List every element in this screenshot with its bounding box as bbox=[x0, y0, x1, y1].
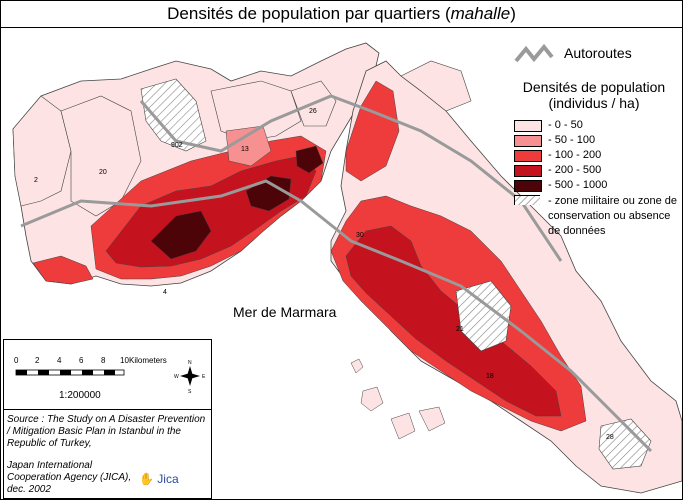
map-title: Densités de population par quartiers (ma… bbox=[1, 1, 682, 28]
hatched-zone-asian-1 bbox=[455, 280, 512, 352]
jica-logo-text: Jica bbox=[157, 472, 179, 486]
scale-ticks: 0 2 4 6 8 10 bbox=[14, 356, 194, 368]
district-label-21: 21 bbox=[456, 326, 464, 333]
legend-class-4: - 500 - 1000 bbox=[514, 179, 682, 194]
district-label-30: 30 bbox=[356, 232, 364, 239]
density-map: 902 13 26 20 2 30 28 18 21 4 bbox=[12, 42, 682, 494]
hatched-zone-asian-2 bbox=[598, 418, 652, 470]
district-label-13: 13 bbox=[241, 146, 249, 153]
legend-swatch-1 bbox=[514, 135, 542, 147]
legend-swatch-2 bbox=[514, 150, 542, 162]
compass-w: W bbox=[174, 374, 179, 380]
title-end: ) bbox=[510, 4, 516, 23]
european-very-high-1 bbox=[150, 210, 212, 260]
district-label-18: 18 bbox=[486, 373, 494, 380]
legend-label-0: - 0 - 50 bbox=[548, 119, 583, 131]
island-1 bbox=[350, 358, 364, 374]
island-2 bbox=[360, 386, 384, 412]
jica-logo: ✋ Jica bbox=[139, 472, 179, 486]
scale-tick-10: 10 bbox=[120, 356, 129, 365]
scale-tick-8: 8 bbox=[101, 356, 106, 365]
legend-class-2: - 100 - 200 bbox=[514, 149, 682, 164]
legend-autoroute-label: Autoroutes bbox=[564, 45, 632, 61]
legend-swatch-4 bbox=[514, 180, 542, 192]
legend-swatch-hatched bbox=[514, 195, 540, 205]
west-coast-strip bbox=[32, 255, 94, 285]
scale-box: 0 2 4 6 8 10 Kilometers N S E W 1:200000 bbox=[3, 339, 212, 411]
scale-tick-4: 4 bbox=[57, 356, 62, 365]
compass-e: E bbox=[202, 374, 206, 380]
district-label-902: 902 bbox=[171, 142, 183, 149]
legend-swatch-3 bbox=[514, 165, 542, 177]
scale-tick-0: 0 bbox=[14, 356, 19, 365]
compass-rose-icon bbox=[180, 366, 200, 386]
district-label-2: 2 bbox=[34, 177, 38, 184]
island-3 bbox=[390, 412, 416, 440]
legend-label-4: - 500 - 1000 bbox=[548, 179, 608, 191]
scale-tick-6: 6 bbox=[79, 356, 84, 365]
asian-high-density bbox=[345, 225, 562, 417]
sea-label: Mer de Marmara bbox=[233, 304, 337, 320]
district-2 bbox=[12, 95, 72, 207]
source-line2: Japan International Cooperation Agency (… bbox=[7, 460, 132, 495]
scale-tick-2: 2 bbox=[35, 356, 40, 365]
title-text: Densités de population par quartiers ( bbox=[167, 4, 451, 23]
district-label-28: 28 bbox=[606, 434, 614, 441]
legend-label-1: - 50 - 100 bbox=[548, 134, 596, 146]
scale-ratio: 1:200000 bbox=[59, 390, 101, 401]
legend-label-hatched: - zone militaire ou zone de conservation… bbox=[548, 195, 678, 237]
legend-title-line1: Densités de population bbox=[522, 79, 666, 95]
source-box: Source : The Study on A Disaster Prevent… bbox=[3, 409, 212, 499]
bosphorus-europe-north bbox=[210, 80, 302, 142]
legend-title: Densités de population (individus / ha) bbox=[506, 79, 682, 111]
compass-n: N bbox=[188, 360, 192, 366]
asian-north-east bbox=[400, 60, 472, 112]
district-label-20: 20 bbox=[99, 169, 107, 176]
scale-bar-graphic: N S E W bbox=[15, 360, 206, 395]
legend-classes: - 0 - 50 - 50 - 100 - 100 - 200 - 200 - … bbox=[514, 119, 682, 242]
legend-autoroute: Autoroutes bbox=[512, 43, 682, 65]
district-label-4: 4 bbox=[163, 289, 167, 296]
legend-title-line2: (individus / ha) bbox=[548, 95, 640, 111]
highway-symbol-icon bbox=[514, 43, 554, 63]
legend-label-2: - 100 - 200 bbox=[548, 149, 602, 161]
legend-swatch-0 bbox=[514, 120, 542, 132]
hand-logo-icon: ✋ bbox=[139, 472, 154, 486]
scale-unit: Kilometers bbox=[129, 356, 167, 365]
legend-label-3: - 200 - 500 bbox=[548, 164, 602, 176]
legend-class-3: - 200 - 500 bbox=[514, 164, 682, 179]
district-13 bbox=[225, 125, 272, 167]
european-very-high-3 bbox=[295, 145, 324, 174]
highway-1 bbox=[20, 179, 653, 453]
asian-north-mid bbox=[345, 80, 400, 182]
legend-class-1: - 50 - 100 bbox=[514, 134, 682, 149]
legend-class-hatched: - zone militaire ou zone de conservation… bbox=[514, 194, 682, 242]
district-label-26: 26 bbox=[309, 108, 317, 115]
legend-class-0: - 0 - 50 bbox=[514, 119, 682, 134]
source-line1: Source : The Study on A Disaster Prevent… bbox=[7, 414, 206, 449]
compass-s: S bbox=[188, 389, 192, 395]
title-italic: mahalle bbox=[450, 4, 511, 23]
highway-2 bbox=[139, 94, 563, 262]
island-4 bbox=[418, 406, 446, 432]
